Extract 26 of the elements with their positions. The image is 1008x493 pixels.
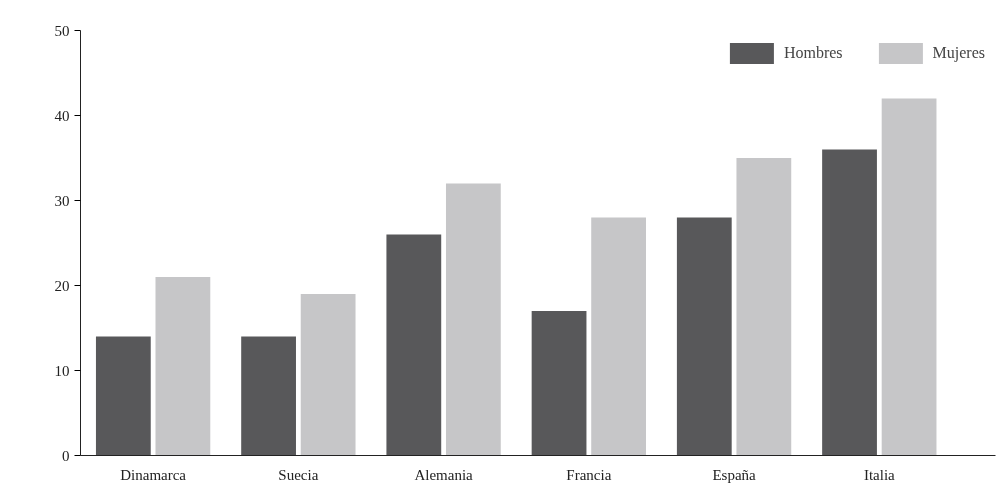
bar [676,217,732,456]
bar [822,149,877,456]
bar [531,311,587,456]
bar [591,217,646,456]
y-tick-label: 40 [54,107,70,124]
bar [155,277,211,456]
bar [300,294,356,456]
x-tick-label: Dinamarca [120,466,187,483]
bar [95,336,151,456]
x-tick-label: Alemania [414,466,474,483]
legend-label: Mujeres [932,44,985,62]
y-tick-label: 50 [54,22,70,39]
x-tick-label: Italia [863,466,896,483]
bar [736,158,792,456]
x-tick-label: Suecia [278,466,319,483]
legend-label: Hombres [783,44,843,62]
x-tick-label: España [712,466,757,483]
y-tick-label: 20 [54,277,70,294]
bar [241,336,296,456]
bar [445,183,501,456]
y-tick-label: 30 [54,192,70,209]
y-tick-label: 10 [54,362,70,379]
bar [386,234,442,456]
x-tick-label: Francia [566,466,612,483]
bar [881,98,937,456]
y-tick-label: 0 [62,447,70,464]
